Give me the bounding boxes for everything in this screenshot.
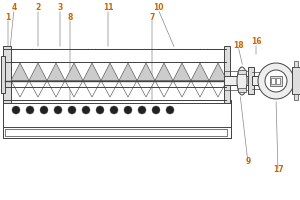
- Polygon shape: [155, 80, 173, 97]
- Polygon shape: [137, 80, 155, 97]
- Circle shape: [82, 106, 90, 114]
- Bar: [8, 87, 226, 100]
- Circle shape: [110, 106, 118, 114]
- Text: 16: 16: [251, 38, 261, 46]
- Bar: [292, 67, 300, 94]
- Circle shape: [12, 106, 20, 114]
- Circle shape: [54, 106, 62, 114]
- Text: 17: 17: [273, 166, 283, 174]
- Circle shape: [26, 106, 34, 114]
- Bar: [1, 56, 5, 93]
- Circle shape: [265, 70, 287, 92]
- Text: 8: 8: [67, 12, 73, 21]
- Text: 9: 9: [245, 158, 250, 166]
- Bar: [3, 103, 231, 138]
- Polygon shape: [47, 80, 65, 97]
- Polygon shape: [47, 63, 65, 80]
- Text: 1: 1: [5, 12, 10, 21]
- Circle shape: [96, 106, 104, 114]
- Bar: [271, 78, 275, 84]
- Polygon shape: [209, 80, 227, 97]
- Polygon shape: [155, 63, 173, 80]
- Bar: [270, 76, 282, 86]
- Polygon shape: [173, 80, 191, 97]
- Text: 10: 10: [153, 3, 163, 12]
- Bar: [294, 61, 298, 67]
- Polygon shape: [191, 80, 209, 97]
- Text: 7: 7: [149, 12, 155, 21]
- Text: 2: 2: [35, 3, 40, 12]
- Bar: [294, 94, 298, 100]
- Bar: [3, 46, 11, 103]
- Polygon shape: [11, 80, 29, 97]
- Polygon shape: [137, 63, 155, 80]
- Polygon shape: [101, 63, 119, 80]
- Circle shape: [166, 106, 174, 114]
- Circle shape: [258, 63, 294, 99]
- Text: 3: 3: [57, 3, 63, 12]
- Polygon shape: [83, 80, 101, 97]
- Circle shape: [124, 106, 132, 114]
- Bar: [224, 46, 230, 103]
- Circle shape: [152, 106, 160, 114]
- Polygon shape: [65, 80, 83, 97]
- Polygon shape: [83, 63, 101, 80]
- Polygon shape: [209, 63, 227, 80]
- Bar: [224, 76, 252, 85]
- Circle shape: [68, 106, 76, 114]
- Text: 4: 4: [11, 3, 16, 12]
- Polygon shape: [119, 80, 137, 97]
- Circle shape: [138, 106, 146, 114]
- Bar: [252, 76, 264, 85]
- Bar: [248, 67, 254, 94]
- Bar: [238, 70, 246, 74]
- Text: 18: 18: [233, 40, 243, 49]
- Polygon shape: [191, 63, 209, 80]
- Polygon shape: [29, 63, 47, 80]
- Bar: [8, 49, 226, 62]
- Bar: [238, 88, 246, 92]
- Polygon shape: [173, 63, 191, 80]
- Ellipse shape: [237, 67, 247, 95]
- Bar: [5, 129, 227, 136]
- Polygon shape: [101, 80, 119, 97]
- Polygon shape: [119, 63, 137, 80]
- Text: 11: 11: [103, 3, 113, 12]
- Polygon shape: [11, 63, 29, 80]
- Polygon shape: [29, 80, 47, 97]
- Polygon shape: [65, 63, 83, 80]
- Bar: [276, 78, 280, 84]
- Circle shape: [40, 106, 48, 114]
